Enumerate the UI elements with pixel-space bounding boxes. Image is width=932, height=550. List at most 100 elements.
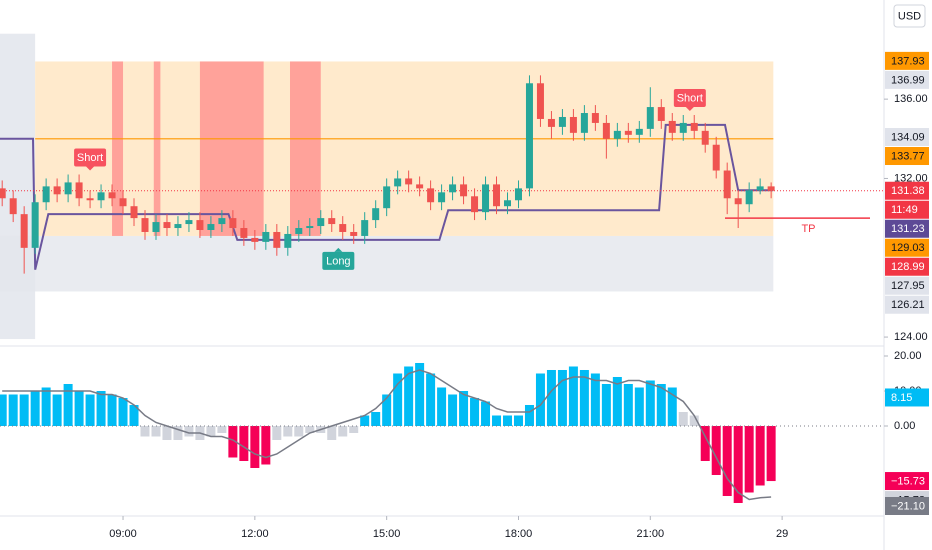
- histogram-bar: [590, 373, 600, 426]
- signal-box: [673, 89, 706, 107]
- histogram-bar: [470, 397, 480, 426]
- currency-button[interactable]: [893, 4, 926, 28]
- histogram-bar: [338, 425, 348, 437]
- histogram-bar: [294, 425, 304, 437]
- price-tag: [885, 257, 929, 276]
- candle-body: [569, 116, 577, 133]
- histogram-bar: [700, 425, 710, 461]
- candle-body: [646, 107, 654, 129]
- y-tick-label: 124.00: [894, 331, 928, 343]
- signal-zone: [153, 61, 161, 236]
- candle-body: [42, 186, 50, 203]
- histogram-bar: [371, 411, 381, 426]
- candle-body: [75, 182, 83, 199]
- x-tick-label: 29: [776, 528, 788, 540]
- price-tag-label: 133.77: [891, 150, 925, 162]
- price-tag: [885, 238, 929, 257]
- candle-body: [701, 130, 709, 145]
- histogram-bar: [0, 394, 7, 426]
- price-tag-label: −21.10: [891, 500, 925, 512]
- candle-body: [317, 218, 325, 227]
- candle-body: [0, 188, 6, 199]
- price-tag: [885, 497, 929, 515]
- candle-body: [306, 226, 314, 229]
- signal-line: [2, 369, 772, 501]
- candle-body: [493, 184, 501, 207]
- price-tag-label: 128.99: [891, 261, 925, 273]
- histogram-bar: [151, 425, 161, 437]
- signal-zone: [112, 61, 124, 236]
- candle-body: [119, 198, 127, 207]
- histogram-bar: [426, 373, 436, 426]
- histogram-bar: [283, 425, 293, 437]
- signal-text: Short: [77, 152, 103, 164]
- signal-arrow: [334, 247, 343, 252]
- tp-label: TP: [801, 223, 815, 235]
- candle-body: [185, 220, 193, 225]
- histogram-bar: [382, 394, 392, 426]
- candle-body: [350, 231, 358, 236]
- y-tick-label: 132.00: [894, 172, 928, 184]
- candle-body: [471, 196, 479, 213]
- candle-body: [679, 122, 687, 133]
- candle-body: [86, 198, 94, 201]
- candle-body: [745, 190, 753, 205]
- candle-body: [657, 107, 665, 121]
- candle-body: [108, 192, 116, 199]
- candle-body: [196, 220, 204, 230]
- candle-body: [152, 222, 160, 232]
- histogram-bar: [327, 425, 337, 440]
- price-tag: [885, 128, 929, 147]
- candle-body: [229, 218, 237, 229]
- signal-label: Long: [322, 247, 355, 270]
- candle-body: [97, 192, 105, 201]
- histogram-bar: [52, 394, 62, 426]
- histogram-bar: [140, 425, 150, 437]
- histogram-bar: [239, 425, 249, 461]
- histogram-bar: [129, 404, 139, 426]
- candle-body: [734, 198, 742, 205]
- signal-arrow: [685, 107, 694, 111]
- candle-body: [273, 231, 281, 248]
- candle-body: [504, 200, 511, 207]
- candle-body: [482, 184, 490, 213]
- x-tick-label: 09:00: [109, 528, 137, 540]
- histogram-bar: [184, 425, 194, 437]
- histogram-bar: [546, 369, 556, 426]
- histogram-bar: [623, 383, 633, 426]
- signal-text: Long: [326, 255, 350, 267]
- price-tag: [885, 147, 929, 166]
- histogram-bar: [305, 425, 315, 433]
- candle-body: [558, 116, 566, 127]
- histogram-bar: [733, 425, 743, 503]
- price-tag-label: 126.21: [891, 299, 925, 311]
- candle-body: [635, 128, 643, 135]
- price-tag-label: 134.09: [891, 131, 925, 143]
- signal-zone: [290, 61, 321, 236]
- price-tag: [885, 295, 929, 314]
- currency-label[interactable]: USD: [898, 10, 921, 22]
- signal-label: Short: [673, 89, 706, 111]
- candle-body: [525, 83, 533, 189]
- histogram-bar: [689, 415, 699, 426]
- candle-body: [218, 218, 226, 225]
- candle-body: [690, 122, 698, 131]
- histogram-bar: [272, 425, 282, 440]
- histogram-bar: [678, 411, 688, 426]
- candle-body: [284, 233, 292, 248]
- histogram-bar: [722, 425, 732, 496]
- candle-body: [339, 224, 347, 232]
- price-tag-label: 129.03: [891, 242, 925, 254]
- histogram-bar: [173, 425, 183, 440]
- price-tag-label: 8.15: [891, 392, 912, 404]
- histogram-bar: [459, 390, 469, 426]
- candle-body: [514, 188, 522, 201]
- histogram-bar: [74, 390, 84, 426]
- countdown-tag: [885, 200, 929, 219]
- candle-body: [328, 218, 336, 225]
- histogram-bar: [612, 376, 622, 426]
- candle-body: [536, 83, 544, 119]
- histogram-bar: [634, 387, 644, 426]
- histogram-bar: [535, 373, 545, 426]
- candle-body: [295, 228, 303, 234]
